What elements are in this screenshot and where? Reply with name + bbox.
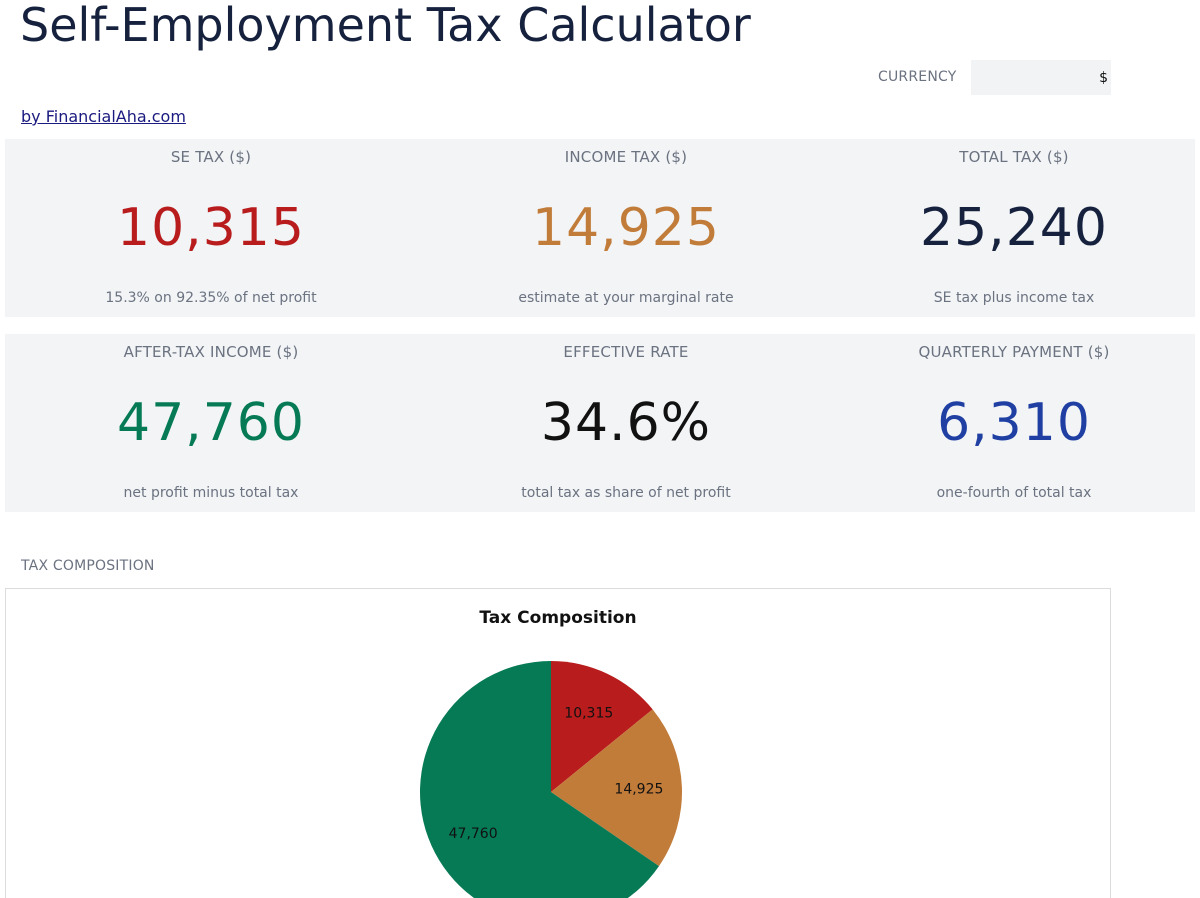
kpi-note: estimate at your marginal rate (518, 290, 734, 306)
pie-labels: 10,315 14,925 47,760 (449, 706, 664, 842)
currency-label: CURRENCY (878, 69, 957, 85)
kpi-note: 15.3% on 92.35% of net profit (105, 290, 317, 306)
kpi-label: INCOME TAX ($) (564, 148, 688, 166)
tax-composition-chart: Tax Composition 10,315 14,925 47,760 (5, 588, 1111, 898)
kpi-quarterly-payment: QUARTERLY PAYMENT ($) 6,310 one-fourth o… (835, 334, 1193, 512)
kpi-label: SE TAX ($) (170, 148, 252, 166)
kpi-note: SE tax plus income tax (933, 290, 1095, 306)
currency-input[interactable] (971, 60, 1111, 95)
kpi-value: 34.6% (540, 393, 712, 453)
kpi-label: QUARTERLY PAYMENT ($) (918, 343, 1110, 361)
kpi-value: 14,925 (532, 198, 720, 258)
kpi-income-tax: INCOME TAX ($) 14,925 estimate at your m… (417, 139, 835, 317)
pie-slice-0 (551, 661, 653, 792)
kpi-value: 10,315 (117, 198, 305, 258)
page-title: Self-Employment Tax Calculator (20, 0, 751, 52)
kpi-label: EFFECTIVE RATE (563, 343, 689, 361)
pie-slices (420, 661, 683, 898)
byline-link[interactable]: by FinancialAha.com (21, 107, 186, 126)
pie-chart-svg: Tax Composition 10,315 14,925 47,760 (420, 608, 683, 898)
pie-slice-label-1: 14,925 (614, 781, 663, 797)
kpi-value: 47,760 (117, 393, 305, 453)
pie-slice-1 (551, 709, 683, 867)
kpi-label: AFTER-TAX INCOME ($) (123, 343, 299, 361)
pie-slice-label-2: 47,760 (449, 826, 498, 842)
kpi-note: one-fourth of total tax (936, 485, 1092, 501)
chart-title: Tax Composition (479, 608, 636, 628)
pie-slice-2 (420, 661, 659, 898)
kpi-note: net profit minus total tax (123, 485, 299, 501)
section-label-tax-composition: TAX COMPOSITION (21, 558, 155, 574)
kpi-note: total tax as share of net profit (521, 485, 731, 501)
kpi-row-tax: SE TAX ($) 10,315 15.3% on 92.35% of net… (5, 139, 1195, 317)
kpi-effective-rate: EFFECTIVE RATE 34.6% total tax as share … (417, 334, 835, 512)
kpi-row-income: AFTER-TAX INCOME ($) 47,760 net profit m… (5, 334, 1195, 512)
kpi-se-tax: SE TAX ($) 10,315 15.3% on 92.35% of net… (5, 139, 417, 317)
pie-slice-label-0: 10,315 (564, 706, 613, 722)
kpi-label: TOTAL TAX ($) (959, 148, 1069, 166)
kpi-after-tax-income: AFTER-TAX INCOME ($) 47,760 net profit m… (5, 334, 417, 512)
kpi-value: 25,240 (920, 198, 1108, 258)
kpi-value: 6,310 (937, 393, 1091, 453)
kpi-total-tax: TOTAL TAX ($) 25,240 SE tax plus income … (835, 139, 1193, 317)
